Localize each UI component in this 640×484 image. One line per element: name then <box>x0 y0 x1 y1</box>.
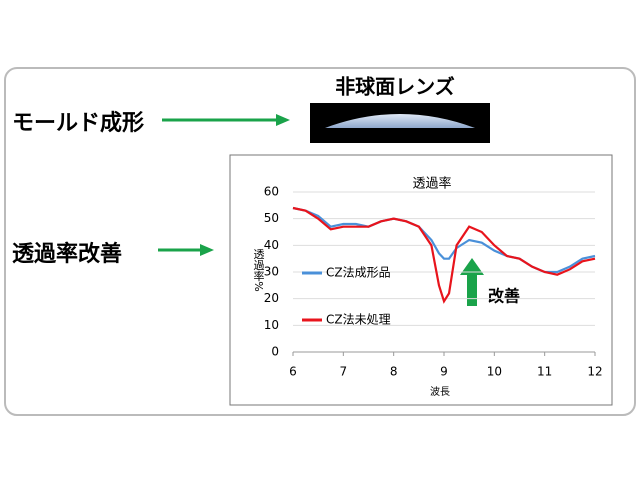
line <box>292 206 596 304</box>
y-tick-label: 60 <box>264 185 279 199</box>
x-tick-label: 11 <box>537 365 552 379</box>
x-tick-label: 7 <box>340 365 348 379</box>
y-tick-label: 30 <box>264 265 279 279</box>
arrow-head <box>200 244 214 256</box>
y-tick-label: 40 <box>264 238 279 252</box>
improve-label: 透過率改善 <box>12 241 122 267</box>
chart-box <box>229 154 613 406</box>
lens <box>325 114 475 128</box>
annotation: 改善 <box>488 287 520 306</box>
y-tick-label: 20 <box>264 291 279 305</box>
y-label: 透過率% <box>252 248 265 292</box>
x-tick-label: 10 <box>487 365 502 379</box>
lens-label: 非球面レンズ <box>335 75 455 99</box>
y-tick-label: 0 <box>271 345 279 359</box>
arrow-head <box>276 114 290 126</box>
improve-arrow <box>460 258 484 306</box>
x-label: 波長 <box>430 385 450 398</box>
legend-label: CZ法未処理 <box>326 313 391 327</box>
chart-title: 透過率 <box>412 176 451 192</box>
y-tick-label: 50 <box>264 211 279 225</box>
x-tick-label: 8 <box>390 365 398 379</box>
legend-label: CZ法成形品 <box>326 266 391 280</box>
x-tick-label: 6 <box>289 365 297 379</box>
x-tick-label: 9 <box>440 365 448 379</box>
y-tick-label: 10 <box>264 318 279 332</box>
x-tick-label: 12 <box>587 365 602 379</box>
molding-label: モールド成形 <box>12 111 144 136</box>
plot: 0 10 20 30 40 50 60 6 7 8 9 10 11 12 CZ法成形品 CZ法未処理 <box>264 185 603 379</box>
